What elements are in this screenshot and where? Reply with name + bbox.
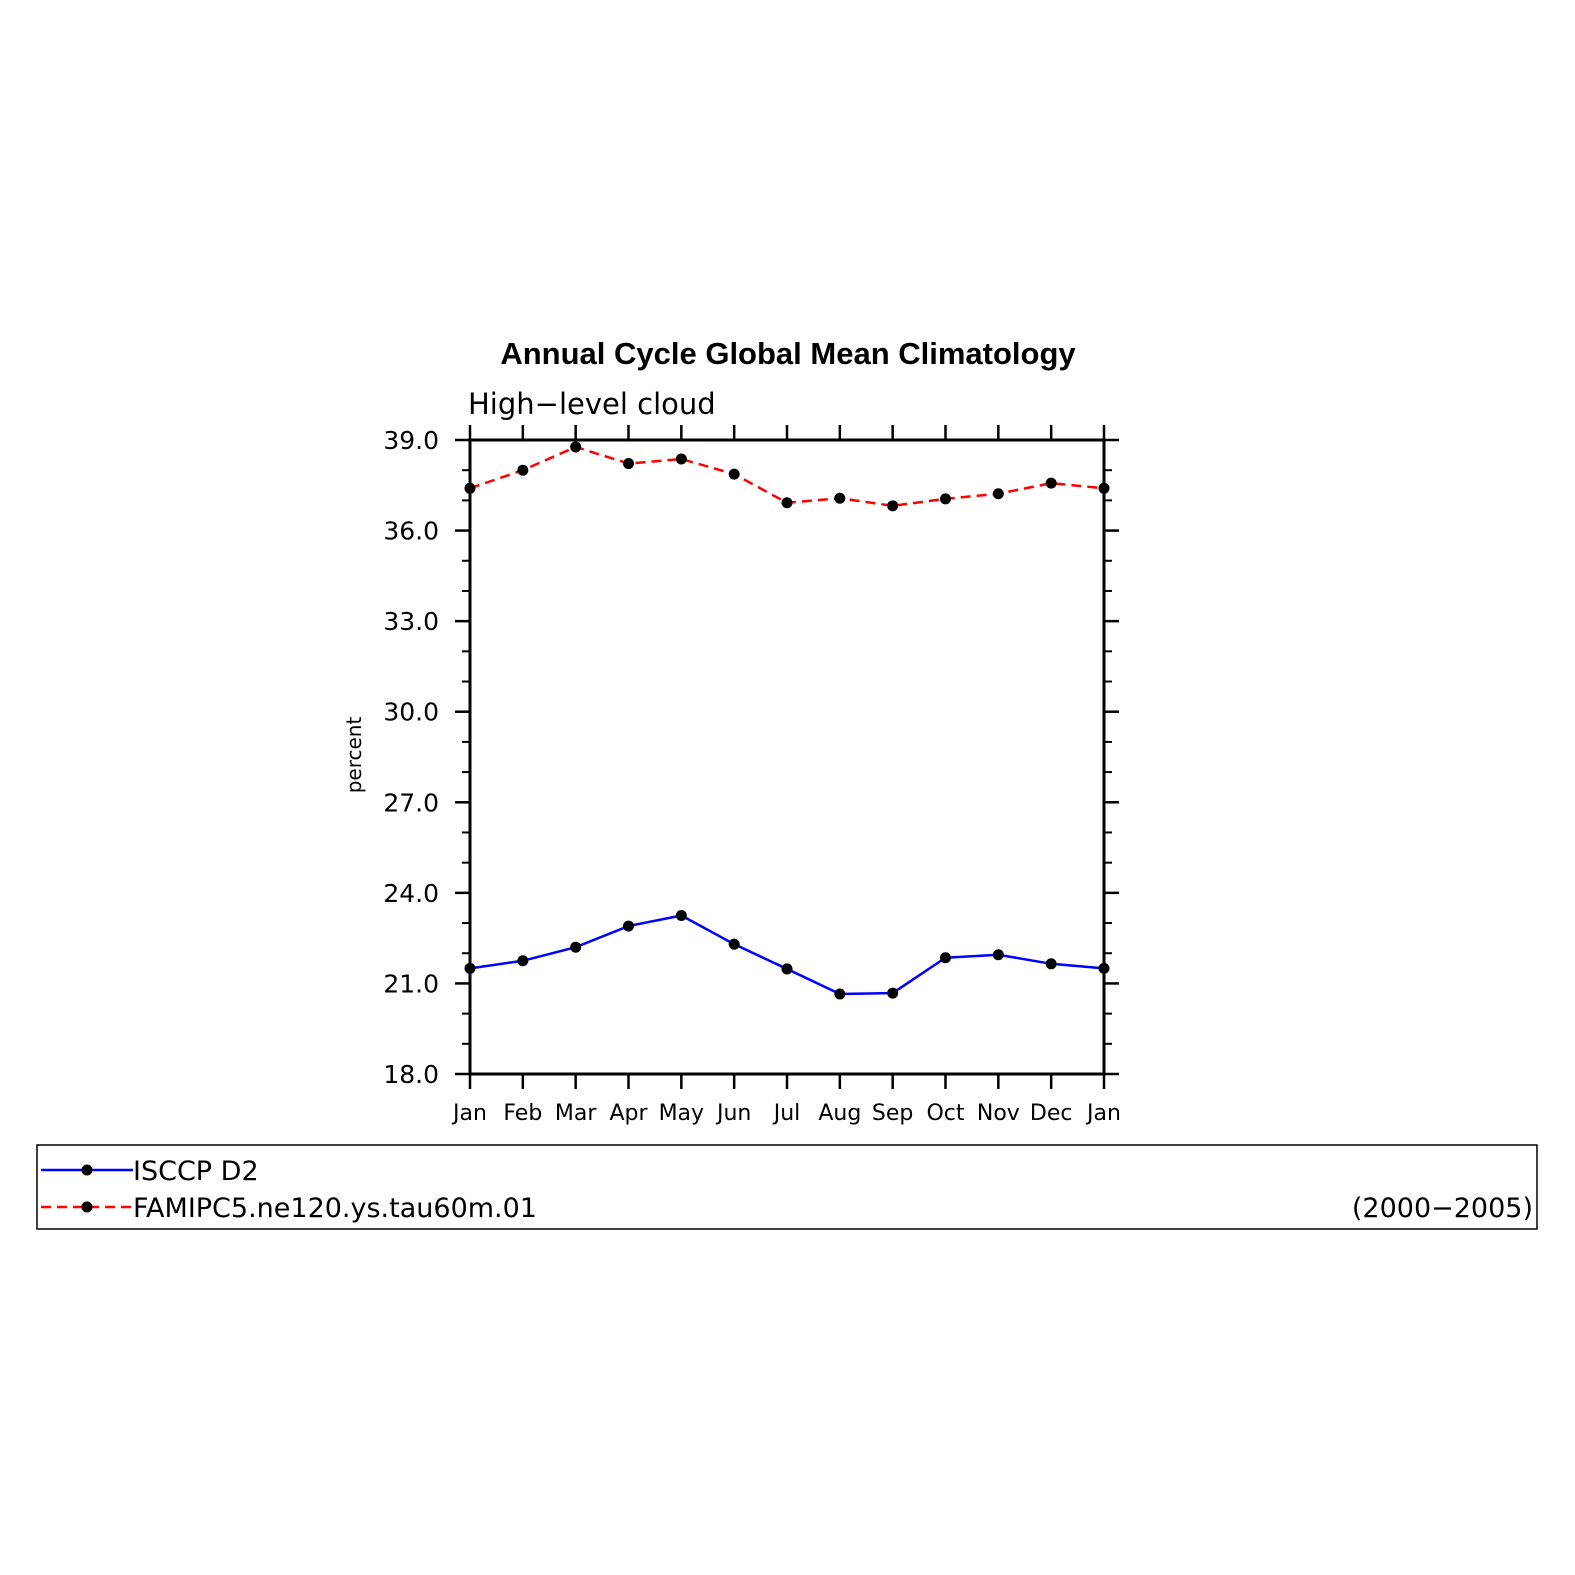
series-layer [464,441,1110,1000]
axes: 18.0 21.0 24.0 27.0 30.0 33.0 36.0 39.0 Jan Feb Ma… [383,425,1121,1126]
x-tick-label: Jun [715,1101,751,1126]
series-0-point [992,949,1004,961]
y-tick-label: 39.0 [383,426,439,455]
legend-period: (2000−2005) [1352,1193,1533,1224]
y-tick-label: 27.0 [383,788,439,817]
x-tick-label: Sep [872,1101,913,1126]
series-0-point [781,963,793,975]
x-tick-label: Jul [772,1101,801,1126]
x-tick-label: Jan [1085,1101,1121,1126]
y-tick-label: 24.0 [383,879,439,908]
series-1-point [517,464,529,476]
series-line-1 [469,445,1105,508]
series-1-point [623,458,634,470]
x-tick-label: Apr [609,1101,648,1126]
series-1-point [834,492,846,504]
x-tick-label: Feb [503,1101,542,1126]
series-1-point [781,497,793,509]
legend-marker-1 [81,1201,93,1213]
series-0-point [887,987,899,999]
y-tick-label: 36.0 [383,517,439,546]
series-0-point [570,941,582,953]
series-1-point [1098,482,1110,494]
x-tick-label: Dec [1030,1101,1073,1126]
series-1-point [992,488,1004,500]
series-0-point [728,938,740,950]
y-tick-label: 18.0 [383,1060,439,1089]
legend-label-0: ISCCP D2 [133,1156,259,1187]
series-0-point [464,962,476,974]
series-0-point [1098,962,1110,974]
series-1-point [887,500,899,512]
series-0-point [517,955,529,967]
y-tick-label: 21.0 [383,969,439,998]
series-1-point [1045,477,1057,489]
series-0-point [834,988,846,1000]
series-line-0 [469,914,1105,996]
legend-entries: ISCCP D2 FAMIPC5.ne120.ys.tau60m.01 [41,1156,537,1224]
x-tick-label: Aug [818,1101,861,1126]
x-tick-label: Oct [926,1101,964,1126]
legend-marker-0 [81,1164,93,1176]
x-tick-label: May [659,1101,704,1126]
chart-subtitle: High−level cloud [468,387,716,421]
y-tick-label: 30.0 [383,698,439,727]
series-1-point [570,441,582,453]
series-0-point [940,952,951,964]
series-1-point [464,482,476,494]
series-0-point [623,920,634,932]
series-1-point [675,453,687,465]
legend-box [36,1144,1538,1230]
y-axis-label: percent [342,717,366,794]
series-1-point [728,468,740,480]
plot-frame [468,438,1106,1076]
series-1-point [940,493,951,505]
x-tick-label: Mar [555,1101,597,1126]
legend: ISCCP D2 FAMIPC5.ne120.ys.tau60m.01 (2000… [36,1144,1538,1230]
legend-label-1: FAMIPC5.ne120.ys.tau60m.01 [133,1193,537,1224]
x-tick-label: Jan [451,1101,487,1126]
y-tick-label: 33.0 [383,607,439,636]
series-0-point [1045,958,1057,970]
x-tick-label: Nov [977,1101,1020,1126]
series-0-point [675,910,687,921]
chart-title: Annual Cycle Global Mean Climatology [500,336,1076,371]
